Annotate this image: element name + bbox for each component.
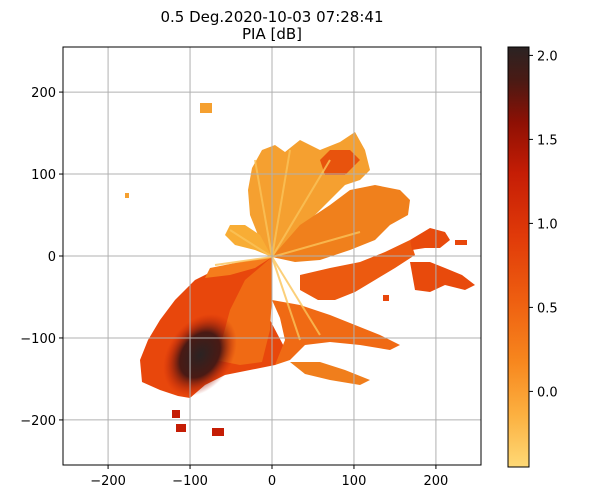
y-tick-label: 100 <box>31 168 56 183</box>
colorbar-tick-label: 1.0 <box>537 217 558 232</box>
field-north-hot <box>320 150 360 175</box>
y-tick-label: −100 <box>20 332 56 347</box>
field-isolated-echoes <box>125 103 467 436</box>
field-south-band <box>272 300 400 365</box>
colorbar-gradient <box>507 46 530 468</box>
x-tick-label: 200 <box>424 474 449 489</box>
colorbar: 0.0 0.5 1.0 1.5 2.0 <box>507 46 558 468</box>
field-east-cell <box>410 228 450 250</box>
field-east-band <box>300 240 415 300</box>
colorbar-tick-label: 0.5 <box>537 301 558 316</box>
chart-title-line1: 0.5 Deg.2020-10-03 07:28:41 <box>160 8 383 26</box>
field-west-wedge <box>205 257 272 278</box>
y-tick-label: −200 <box>20 414 56 429</box>
x-tick-label: 0 <box>268 474 276 489</box>
plot-area: −200 −100 0 100 200 −200 −100 0 100 200 <box>20 46 482 489</box>
grid-lines <box>63 47 481 465</box>
colorbar-tick-label: 2.0 <box>537 49 558 64</box>
x-tick-label: 100 <box>342 474 367 489</box>
colorbar-tick-label: 0.0 <box>537 385 558 400</box>
field-south-west-core <box>163 313 237 397</box>
colorbar-tick-label: 1.5 <box>537 133 558 148</box>
x-tick-label: −200 <box>90 474 126 489</box>
x-tick-label: −100 <box>172 474 208 489</box>
x-axis-ticks: −200 −100 0 100 200 <box>90 465 448 489</box>
chart-title-line2: PIA [dB] <box>242 25 302 43</box>
field-north-east <box>272 185 410 262</box>
y-tick-label: 200 <box>31 86 56 101</box>
y-tick-label: 0 <box>48 250 56 265</box>
field-far-east <box>410 262 475 292</box>
y-axis-ticks: −200 −100 0 100 200 <box>20 86 63 429</box>
field-south-east-tail <box>290 362 370 385</box>
field-spokes <box>214 149 361 341</box>
colorbar-ticks: 0.0 0.5 1.0 1.5 2.0 <box>529 49 558 400</box>
